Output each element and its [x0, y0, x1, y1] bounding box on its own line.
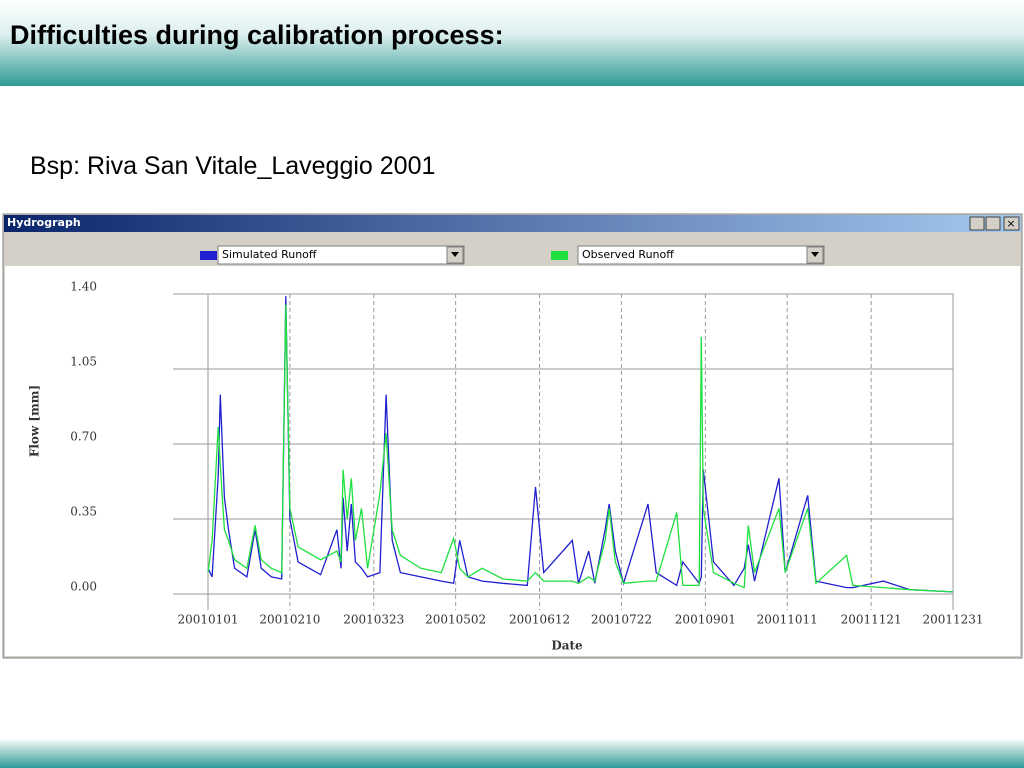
y-tick-label: 1.40 [70, 280, 97, 294]
maximize-button[interactable] [985, 216, 1001, 231]
header: Difficulties during calibration process: [0, 0, 1024, 86]
minimize-button[interactable] [969, 216, 985, 231]
arrow-icon [451, 252, 459, 257]
x-tick-label: 20010323 [343, 613, 404, 627]
x-tick-label: 20010612 [509, 613, 570, 627]
x-tick-label: 20010101 [177, 613, 238, 627]
window-title: Hydrograph [7, 216, 81, 229]
title-bar [4, 215, 1021, 232]
footer-band [0, 738, 1024, 768]
dropdown-text: Simulated Runoff [222, 248, 317, 261]
x-tick-label: 20011231 [922, 613, 983, 627]
arrow-icon [811, 252, 819, 257]
x-tick-label: 20010722 [591, 613, 652, 627]
legend-swatch [551, 251, 568, 260]
window-buttons[interactable]: × [969, 216, 1020, 231]
x-axis-label: Date [551, 639, 583, 653]
slide-title: Difficulties during calibration process: [10, 20, 504, 50]
y-tick-label: 1.05 [70, 355, 97, 369]
x-tick-label: 20010210 [259, 613, 320, 627]
series-line [207, 304, 954, 593]
close-button[interactable] [1003, 216, 1020, 231]
x-tick-label: 20010502 [425, 613, 486, 627]
slide-subtitle: Bsp: Riva San Vitale_Laveggio 2001 [30, 152, 436, 180]
dropdown[interactable] [577, 245, 825, 265]
dropdown[interactable] [217, 245, 465, 265]
close-icon: × [1006, 217, 1015, 230]
x-tick-label: 20011011 [757, 613, 818, 627]
series-line [207, 296, 954, 593]
y-tick-label: 0.70 [70, 430, 97, 444]
dropdown-text: Observed Runoff [582, 248, 674, 261]
legend-swatch [200, 251, 217, 260]
x-tick-label: 20011121 [841, 613, 902, 627]
y-tick-label: 0.00 [70, 580, 97, 594]
x-tick-label: 20010901 [675, 613, 736, 627]
y-tick-label: 0.35 [70, 505, 97, 519]
y-axis-label: Flow [mm] [28, 385, 42, 457]
